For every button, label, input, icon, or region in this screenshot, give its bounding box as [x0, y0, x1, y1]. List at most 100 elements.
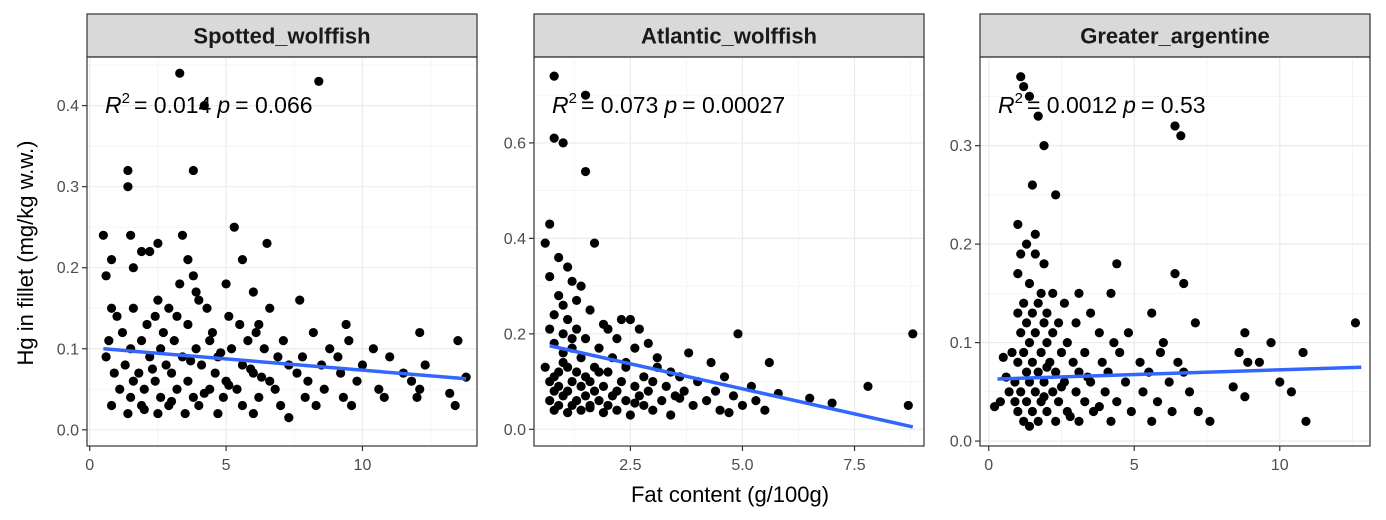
data-point — [1039, 392, 1049, 402]
p-symbol: p — [216, 92, 230, 118]
data-point — [1074, 416, 1084, 426]
data-point — [123, 408, 133, 419]
y-tick-label: 0.2 — [950, 237, 972, 254]
data-point — [292, 368, 302, 378]
data-point — [661, 381, 671, 391]
data-point — [224, 311, 234, 321]
data-point — [205, 336, 215, 346]
x-tick-label: 2.5 — [619, 457, 641, 474]
data-point — [706, 357, 716, 368]
panel-border — [979, 56, 1371, 447]
data-point — [1190, 318, 1200, 328]
data-point — [634, 324, 644, 334]
data-point — [1167, 406, 1177, 417]
data-point — [104, 336, 114, 346]
data-point — [1019, 347, 1029, 358]
data-point — [120, 360, 130, 370]
data-point — [126, 392, 136, 402]
data-point — [563, 314, 573, 325]
data-point — [352, 376, 362, 386]
data-point — [251, 327, 261, 338]
x-tick-label: 5 — [1130, 457, 1139, 474]
x-tick-label: 7.5 — [843, 457, 865, 474]
data-point — [357, 360, 368, 370]
data-point — [156, 392, 166, 402]
y-axis: 0.0 0.1 0.2 0.3 — [950, 138, 980, 451]
data-point — [98, 230, 108, 240]
y-tick-label: 0.2 — [504, 326, 526, 343]
data-point — [1033, 416, 1043, 426]
data-point — [1243, 357, 1253, 367]
data-point — [1036, 347, 1046, 358]
data-point — [751, 396, 761, 406]
data-point — [128, 376, 138, 386]
data-point — [648, 376, 658, 387]
data-point — [1059, 298, 1069, 308]
data-point — [1094, 328, 1104, 338]
data-point — [1027, 180, 1037, 190]
data-point — [112, 311, 122, 321]
data-point — [1030, 387, 1040, 397]
data-point — [229, 222, 239, 232]
y-tick-label: 0.0 — [57, 422, 79, 439]
data-point — [284, 413, 294, 423]
panel-border — [86, 56, 478, 447]
data-point — [117, 327, 128, 338]
data-point — [194, 400, 204, 411]
panel-border — [533, 56, 925, 447]
data-point — [265, 376, 275, 386]
x-axis: 0 5 10 — [984, 446, 1289, 474]
data-point — [701, 396, 712, 406]
data-point — [1301, 416, 1311, 426]
data-point — [101, 271, 111, 281]
data-point — [558, 138, 568, 148]
data-point — [1115, 347, 1125, 358]
data-point — [1048, 328, 1058, 338]
data-point — [199, 388, 209, 398]
data-point — [903, 400, 913, 411]
data-point — [188, 165, 198, 176]
data-point — [576, 281, 586, 291]
data-point — [232, 384, 242, 394]
data-point — [153, 295, 163, 305]
data-point — [908, 329, 918, 339]
data-point — [156, 344, 166, 354]
data-point — [643, 386, 653, 396]
data-point — [1027, 357, 1037, 367]
data-point — [1173, 357, 1183, 367]
data-point — [567, 334, 577, 344]
data-point — [616, 376, 627, 387]
data-point — [314, 76, 324, 86]
data-point — [1112, 397, 1122, 407]
data-point — [567, 376, 577, 387]
data-point — [1016, 72, 1026, 82]
data-point — [166, 396, 177, 407]
data-point — [567, 400, 577, 411]
data-point — [136, 336, 147, 346]
data-point — [657, 396, 667, 406]
data-point — [106, 255, 117, 265]
x-tick-label: 10 — [1271, 457, 1289, 474]
data-point — [589, 238, 600, 248]
data-point — [1298, 347, 1308, 358]
data-point — [1097, 357, 1107, 367]
data-point — [554, 291, 564, 301]
data-point — [191, 287, 201, 297]
y-tick-label: 0.3 — [950, 138, 972, 155]
data-point — [1004, 387, 1014, 397]
data-point — [265, 303, 275, 313]
data-point — [648, 405, 658, 415]
data-point — [558, 329, 568, 339]
data-point — [612, 334, 622, 344]
data-point — [594, 396, 604, 406]
data-point — [1030, 328, 1040, 338]
data-point — [147, 364, 158, 374]
data-point — [128, 303, 138, 313]
y-tick-label: 0.6 — [504, 135, 526, 152]
data-point — [374, 384, 384, 394]
p-value: = 0.066 — [235, 92, 312, 118]
data-point — [675, 393, 685, 403]
